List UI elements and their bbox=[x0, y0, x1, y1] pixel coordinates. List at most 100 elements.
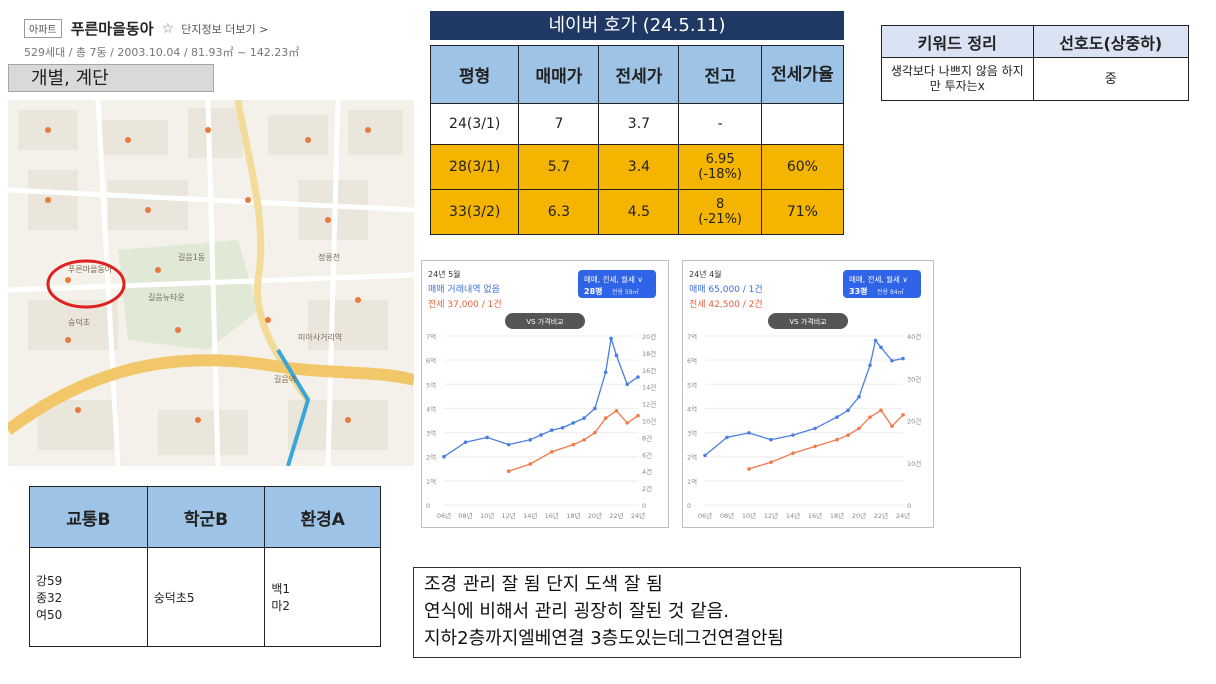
data-point bbox=[593, 430, 597, 435]
school-cell: 숭덕초5 bbox=[146, 547, 266, 647]
price-chart-card-28[interactable]: 24년 5월 매매 거래내역 없음 전세 37,000 / 1건 매매, 전세, 월세… bbox=[421, 260, 669, 528]
y-tick-left: 4억 bbox=[687, 405, 697, 413]
traffic-cell: 강59 종32 여50 bbox=[29, 547, 148, 647]
complex-header: 아파트 푸른마을동아 ☆ 단지정보 더보기 > 529세대 / 총 7동 / 2… bbox=[24, 18, 404, 60]
y-tick-right: 20건 bbox=[642, 332, 656, 341]
cell-size: 28(3/1) bbox=[429, 144, 520, 190]
data-point bbox=[901, 413, 905, 417]
x-tick: 20년 bbox=[852, 511, 866, 520]
y-tick-right: 16건 bbox=[642, 366, 656, 375]
star-icon[interactable]: ☆ bbox=[161, 20, 175, 37]
compare-button[interactable] bbox=[505, 313, 585, 329]
y-tick-left: 4억 bbox=[426, 405, 436, 413]
cell-high: 8 (-21%) bbox=[678, 189, 762, 235]
data-point bbox=[791, 433, 795, 437]
traffic-item: 여50 bbox=[36, 607, 63, 622]
y-tick-left: 5억 bbox=[426, 381, 436, 389]
cell-ratio: 60% bbox=[760, 144, 845, 190]
complex-info-more-link[interactable]: 단지정보 더보기 > bbox=[181, 22, 269, 36]
data-point bbox=[703, 453, 707, 458]
filter-dropdown[interactable] bbox=[578, 270, 656, 298]
data-point bbox=[506, 442, 511, 447]
environment-header: 환경A bbox=[264, 486, 381, 548]
chart-sale-summary: 매매 65,000 / 1건 bbox=[689, 284, 763, 295]
cell-jeonse: 4.5 bbox=[598, 189, 680, 235]
y-tick-right: 18건 bbox=[642, 349, 656, 358]
size-label: 28평 bbox=[584, 286, 603, 296]
price-chart-card-33[interactable]: 24년 4월 매매 65,000 / 1건 전세 42,500 / 2건 매매, 전세… bbox=[682, 260, 934, 528]
series-line-매매 bbox=[704, 339, 904, 456]
highlight-circle bbox=[46, 259, 126, 309]
y-tick-right: 8건 bbox=[642, 433, 652, 442]
data-point bbox=[593, 406, 597, 411]
map-label: 숭덕초 bbox=[68, 317, 90, 327]
data-point bbox=[549, 450, 554, 454]
stair-type-label: 개별, 계단 bbox=[8, 64, 214, 92]
col-header-sale: 매매가 bbox=[518, 45, 600, 104]
data-point bbox=[890, 424, 894, 428]
environment-cell: 백1 마2 bbox=[264, 547, 381, 647]
y-tick-right: 40건 bbox=[907, 332, 921, 341]
filter-dropdown[interactable] bbox=[843, 270, 921, 298]
x-tick: 08년 bbox=[720, 511, 734, 520]
data-point bbox=[614, 409, 619, 413]
series-line-매매 bbox=[443, 338, 639, 458]
x-tick: 12년 bbox=[764, 511, 778, 520]
data-point bbox=[857, 395, 861, 399]
keyword-table: 키워드 정리 선호도(상중하) 생각보다 나쁘지 않음 하지만 투자는x 중 bbox=[881, 25, 1190, 101]
keyword-text: 생각보다 나쁘지 않음 하지만 투자는x bbox=[881, 57, 1034, 101]
keyword-header: 키워드 정리 bbox=[881, 25, 1034, 58]
data-point bbox=[835, 437, 839, 442]
complex-subinfo: 529세대 / 총 7동 / 2003.10.04 / 81.93㎡ ~ 142… bbox=[24, 46, 300, 59]
cell-high: 6.95 (-18%) bbox=[678, 144, 762, 190]
y-tick-right: 20건 bbox=[907, 417, 921, 426]
chart-jeonse-summary: 전세 37,000 / 1건 bbox=[428, 299, 502, 310]
col-header-jeonse: 전세가 bbox=[598, 45, 680, 104]
y-tick-right: 0 bbox=[642, 502, 646, 510]
y-tick-right: 10건 bbox=[642, 417, 656, 426]
y-tick-right: 14건 bbox=[642, 383, 656, 392]
data-point bbox=[747, 467, 751, 471]
traffic-header: 교통B bbox=[29, 486, 148, 548]
map-label: 정릉천 bbox=[318, 252, 340, 262]
data-point bbox=[769, 437, 773, 442]
memo-line: 연식에 비해서 관리 굉장히 잘된 것 같음. bbox=[424, 601, 730, 622]
y-tick-left: 5억 bbox=[687, 381, 697, 389]
x-tick: 14년 bbox=[523, 511, 537, 520]
data-point bbox=[813, 426, 817, 431]
y-tick-left: 2억 bbox=[426, 454, 436, 462]
environment-item: 마2 bbox=[271, 599, 291, 613]
x-tick: 14년 bbox=[786, 511, 800, 520]
y-tick-right: 6건 bbox=[642, 450, 652, 459]
naver-price-table: 평형 매매가 전세가 전고 전세가율 24(3/1) 7 3.7 - 28(3/… bbox=[429, 45, 845, 235]
y-tick-left: 7억 bbox=[687, 333, 697, 341]
data-point bbox=[791, 451, 795, 455]
cell-high-value: 8 bbox=[715, 197, 725, 212]
traffic-item: 종32 bbox=[36, 590, 63, 605]
data-point bbox=[636, 375, 640, 379]
col-header-size: 평형 bbox=[429, 45, 520, 104]
data-point bbox=[603, 370, 608, 375]
x-tick: 24년 bbox=[631, 511, 645, 520]
compare-button[interactable] bbox=[768, 313, 848, 329]
data-point bbox=[901, 356, 905, 361]
y-tick-left: 6억 bbox=[426, 357, 436, 365]
cell-size: 33(3/2) bbox=[429, 189, 520, 235]
y-tick-left: 3억 bbox=[687, 430, 697, 438]
y-tick-right: 4건 bbox=[642, 467, 652, 476]
memo-line: 지하2층까지엘베연결 3층도있는데그건연결안됨 bbox=[424, 628, 784, 649]
location-map[interactable]: 푸른마을동아 길음뉴타운 길음1동 정릉천 숭덕초 길음역 미아사거리역 bbox=[8, 100, 414, 466]
size-sub-label: 전용 84㎡ bbox=[877, 288, 904, 296]
data-point bbox=[868, 363, 872, 368]
data-point bbox=[890, 358, 894, 363]
map-label: 길음뉴타운 bbox=[148, 293, 185, 302]
cell-sale: 7 bbox=[518, 103, 600, 145]
data-point bbox=[725, 435, 729, 440]
series-line-전세 bbox=[508, 409, 639, 472]
x-tick: 18년 bbox=[566, 511, 580, 520]
data-point bbox=[506, 469, 511, 473]
cell-jeonse: 3.7 bbox=[598, 103, 680, 145]
data-point bbox=[625, 421, 630, 425]
cell-ratio bbox=[760, 103, 845, 145]
